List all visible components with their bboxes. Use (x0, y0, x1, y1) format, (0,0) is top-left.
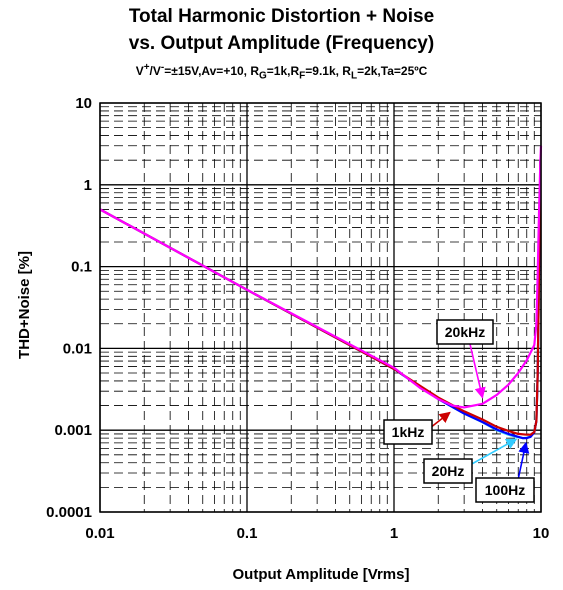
grid-layer (99, 102, 542, 513)
annotation-box-1khz (383, 419, 433, 445)
y-tick-label: 0.1 (71, 259, 92, 276)
series-line-20khz (99, 145, 543, 409)
annotation-label-1khz: 1kHz (392, 424, 425, 440)
cond-sup-minus: - (160, 62, 165, 73)
y-tick-label: 0.01 (63, 340, 92, 357)
annotation-box-20khz (436, 319, 494, 345)
series-line-100hz (99, 160, 542, 440)
y-axis-label: THD+Noise [%] (16, 251, 33, 359)
cond-sup-plus: + (143, 62, 150, 73)
cond-sub-f: F (299, 70, 306, 82)
series-line-1khz (99, 160, 542, 436)
annotation-label-20hz: 20Hz (432, 463, 465, 479)
x-tick-label: 0.1 (237, 525, 258, 542)
cond-v-mid: /V (149, 64, 161, 78)
x-axis-label: Output Amplitude [Vrms] (233, 566, 410, 583)
series-layer (99, 145, 543, 440)
x-tick-label: 1 (390, 525, 398, 542)
annotation-arrow-20khz (469, 343, 486, 399)
chart-subtitle: vs. Output Amplitude (Frequency) (128, 33, 435, 54)
y-tick-label: 0.001 (54, 422, 92, 439)
series-line-20hz (99, 160, 542, 440)
annotation-label-100hz: 100Hz (485, 482, 525, 498)
x-tick-label: 10 (533, 525, 550, 542)
cond-seg2: =1k,R (266, 64, 300, 78)
annotation-box-100hz (475, 477, 535, 503)
y-tick-label: 10 (75, 95, 92, 112)
annotation-arrow-20hz (469, 438, 518, 466)
y-tick-label: 1 (84, 177, 92, 194)
cond-seg1: =±15V,Av=+10, R (164, 64, 260, 78)
x-tick-label: 0.01 (85, 525, 114, 542)
cond-v: V (135, 64, 144, 78)
annotation-layer: 20kHz 1kHz 20Hz 100Hz (383, 319, 535, 503)
chart-title: Total Harmonic Distortion + Noise (128, 6, 435, 27)
cond-seg4: =2k,Ta=25ºC (357, 64, 428, 78)
y-tick-label: 0.0001 (46, 504, 92, 521)
plot-frame (99, 102, 542, 513)
annotation-arrow-100hz (517, 441, 530, 481)
annotation-label-20khz: 20kHz (445, 324, 485, 340)
chart-conditions: V+/V-=±15V,Av=+10, RG=1k,RF=9.1k, RL=2k,… (0, 62, 563, 81)
tick-layer: 0.01 0.1 1 10 0.0001 0.001 0.01 0.1 1 10 (46, 95, 549, 542)
cond-sub-l: L (350, 70, 358, 82)
annotation-arrow-1khz (429, 411, 451, 429)
cond-sub-g: G (259, 70, 267, 82)
annotation-box-20hz (423, 458, 473, 484)
cond-seg3: =9.1k, R (305, 64, 351, 78)
